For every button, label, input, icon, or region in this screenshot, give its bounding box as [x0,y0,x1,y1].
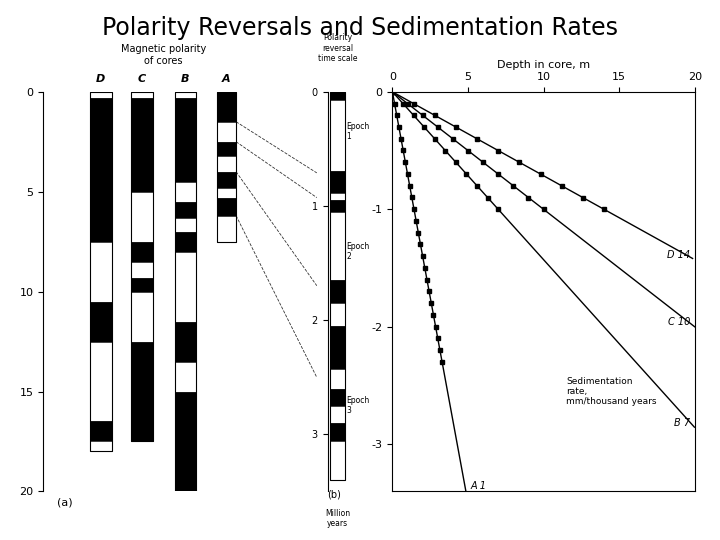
Bar [217,156,236,172]
Text: (a): (a) [57,497,73,508]
Text: A 1: A 1 [470,481,487,490]
Bar [217,92,236,122]
Text: Magnetic polarity
of cores: Magnetic polarity of cores [121,44,206,66]
X-axis label: Depth in core, m: Depth in core, m [497,60,590,70]
Bar [330,389,344,406]
Text: Epoch
3: Epoch 3 [346,396,370,415]
Bar [330,92,344,100]
Bar [217,188,236,198]
Text: D 14: D 14 [667,251,690,260]
Bar [90,422,112,442]
Bar [174,322,197,362]
Bar [330,200,344,212]
Text: Million
years: Million years [325,509,350,528]
Bar [330,171,344,193]
Bar [131,98,153,192]
Bar [174,218,197,232]
Bar [330,100,344,171]
Text: C: C [138,74,145,84]
Bar [330,212,344,280]
Text: Sedimentation
rate,
mm/thousand years: Sedimentation rate, mm/thousand years [567,376,657,407]
Bar [174,201,197,218]
Bar [90,92,112,451]
Bar [217,92,236,241]
Bar [217,198,236,215]
Text: Polarity Reversals and Sedimentation Rates: Polarity Reversals and Sedimentation Rat… [102,16,618,40]
Text: (b): (b) [328,489,341,499]
Bar [174,392,197,491]
Text: A: A [222,74,231,84]
Bar [174,232,197,252]
Bar [174,92,197,98]
Bar [90,241,112,301]
Bar [330,92,344,480]
Text: D: D [96,74,105,84]
Text: B 7: B 7 [674,418,690,428]
Text: B: B [181,74,190,84]
Text: Epoch
2: Epoch 2 [346,242,370,261]
Bar [217,215,236,242]
Bar [90,98,112,241]
Bar [330,423,344,441]
Bar [174,252,197,321]
Bar [330,406,344,423]
Bar [330,193,344,200]
Bar [131,261,153,278]
Bar [174,92,197,491]
Bar [131,241,153,261]
Bar [217,141,236,156]
Bar [217,122,236,141]
Bar [330,303,344,326]
Bar [131,92,153,442]
Bar [217,172,236,188]
Bar [330,280,344,303]
Bar [90,92,112,98]
Bar [174,181,197,202]
Bar [131,192,153,242]
Bar [90,342,112,421]
Text: Epoch
1: Epoch 1 [346,122,370,141]
Bar [330,326,344,369]
Text: C 10: C 10 [668,318,690,327]
Bar [174,362,197,392]
Bar [131,292,153,342]
Bar [90,442,112,451]
Bar [131,92,153,98]
Bar [90,301,112,342]
Text: Polarity
reversal
time scale: Polarity reversal time scale [318,33,357,63]
Bar [174,98,197,181]
Bar [131,342,153,442]
Bar [131,278,153,292]
Bar [330,441,344,480]
Bar [330,369,344,389]
